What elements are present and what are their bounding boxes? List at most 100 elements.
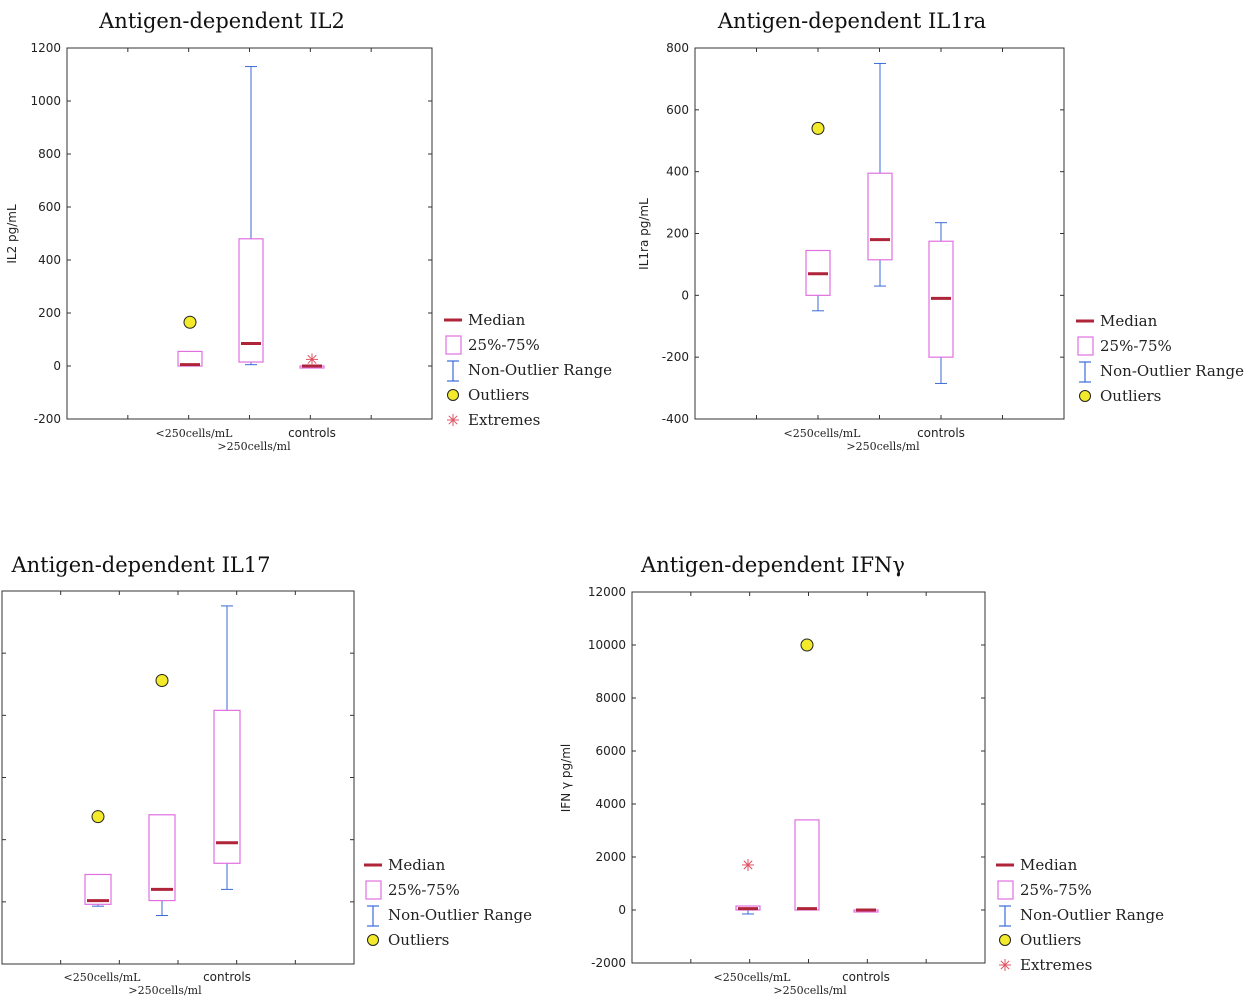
y-tick-label: 400 xyxy=(38,253,61,267)
iqr-box xyxy=(928,240,954,358)
y-tick-label: 0 xyxy=(53,359,61,373)
y-tick-label: 600 xyxy=(666,103,689,117)
box-2 xyxy=(299,353,325,369)
iqr-box xyxy=(805,249,831,296)
category-label: controls xyxy=(203,970,251,984)
outlier-point xyxy=(91,810,105,824)
chart2-legend-label: Median xyxy=(388,856,446,874)
y-tick-label: -200 xyxy=(662,350,689,364)
outlier-point xyxy=(800,638,814,652)
y-tick-label: -200 xyxy=(34,412,61,426)
plot-frame xyxy=(66,47,433,420)
y-tick-label: 1200 xyxy=(30,41,61,55)
y-tick-label: 10000 xyxy=(588,638,626,652)
chart3-legend-label: Non-Outlier Range xyxy=(1020,906,1164,924)
y-tick-label: 4000 xyxy=(595,797,626,811)
outlier-point xyxy=(811,121,825,135)
y-tick-label: 6000 xyxy=(595,744,626,758)
y-tick-label: 0 xyxy=(681,288,689,302)
category-label: <250cells/mL xyxy=(155,427,233,440)
y-tick-label: -400 xyxy=(662,412,689,426)
chart1-legend-label: Non-Outlier Range xyxy=(1100,362,1244,380)
chart-title: Antigen-dependent IFNγ xyxy=(640,553,905,577)
iqr-box xyxy=(238,238,264,363)
chart2-legend-box-swatch xyxy=(365,880,382,900)
chart0-legend-box-swatch xyxy=(445,335,462,355)
chart0-legend-label: Extremes xyxy=(468,411,540,429)
box-1 xyxy=(148,674,176,917)
outlier-point xyxy=(183,315,197,329)
iqr-box xyxy=(867,172,893,261)
box-0 xyxy=(735,858,761,915)
chart3-legend-label: Median xyxy=(1020,856,1078,874)
box-0 xyxy=(805,121,831,312)
chart-3: Antigen-dependent IFNγ 12000 10000 8000 6000… xyxy=(559,553,1164,997)
y-tick-label: -2000 xyxy=(591,956,626,970)
box-0 xyxy=(84,810,112,907)
iqr-box xyxy=(794,819,820,911)
chart-0: Antigen-dependent IL2 1200 1000 800 600 400 20… xyxy=(5,9,612,453)
plot-frame xyxy=(1,590,355,965)
chart1-legend-label: 25%-75% xyxy=(1100,337,1172,355)
iqr-box xyxy=(213,709,241,864)
extreme-point xyxy=(306,353,318,366)
chart3-legend-label: Outliers xyxy=(1020,931,1081,949)
category-label: controls xyxy=(288,426,336,440)
chart-2: Antigen-dependent IL17 <250cells/mL>250ce… xyxy=(1,553,532,997)
y-tick-label: 200 xyxy=(666,227,689,241)
y-tick-label: 400 xyxy=(666,165,689,179)
category-label: >250cells/ml xyxy=(128,984,202,997)
box-1 xyxy=(867,62,893,287)
chart1-legend-box-swatch xyxy=(1077,336,1094,356)
iqr-box xyxy=(84,873,112,905)
chart1-legend-label: Median xyxy=(1100,312,1158,330)
y-tick-label: 800 xyxy=(666,41,689,55)
y-axis-label: IL1ra pg/mL xyxy=(637,198,651,270)
category-label: controls xyxy=(842,970,890,984)
y-tick-label: 800 xyxy=(38,147,61,161)
category-label: >250cells/ml xyxy=(773,984,847,997)
chart3-legend-extreme-swatch xyxy=(999,959,1011,971)
y-tick-label: 2000 xyxy=(595,850,626,864)
chart0-legend-extreme-swatch xyxy=(447,414,459,426)
chart0-legend-label: Outliers xyxy=(468,386,529,404)
chart2-legend-label: Outliers xyxy=(388,931,449,949)
chart2-legend-outlier-swatch xyxy=(367,934,379,946)
chart3-legend-outlier-swatch xyxy=(999,934,1011,946)
chart1-legend-outlier-swatch xyxy=(1079,390,1091,402)
chart-title: Antigen-dependent IL17 xyxy=(10,553,270,577)
chart-1: Antigen-dependent IL1ra 800 600 400 200 0 -200… xyxy=(637,9,1244,453)
chart2-legend-label: Non-Outlier Range xyxy=(388,906,532,924)
chart3-legend-box-swatch xyxy=(997,880,1014,900)
chart1-legend-label: Outliers xyxy=(1100,387,1161,405)
box-2 xyxy=(928,222,954,384)
category-label: controls xyxy=(917,426,965,440)
extreme-point xyxy=(742,858,754,871)
chart-title: Antigen-dependent IL1ra xyxy=(717,9,986,33)
chart3-legend-label: Extremes xyxy=(1020,956,1092,974)
category-label: <250cells/mL xyxy=(713,971,791,984)
chart2-legend-label: 25%-75% xyxy=(388,881,460,899)
y-axis-label: IL2 pg/mL xyxy=(5,204,19,264)
chart-title: Antigen-dependent IL2 xyxy=(98,9,345,33)
box-1 xyxy=(238,66,264,366)
category-label: <250cells/mL xyxy=(63,971,141,984)
iqr-box xyxy=(148,814,176,902)
y-tick-label: 1000 xyxy=(30,94,61,108)
y-tick-label: 200 xyxy=(38,306,61,320)
y-tick-label: 12000 xyxy=(588,585,626,599)
category-label: <250cells/mL xyxy=(783,427,861,440)
y-tick-label: 0 xyxy=(618,903,626,917)
y-tick-label: 8000 xyxy=(595,691,626,705)
chart0-legend-label: Non-Outlier Range xyxy=(468,361,612,379)
chart0-legend-outlier-swatch xyxy=(447,389,459,401)
category-label: >250cells/ml xyxy=(217,440,291,453)
y-axis-label: IFN γ pg/ml xyxy=(559,744,573,812)
chart0-legend-label: 25%-75% xyxy=(468,336,540,354)
y-tick-label: 600 xyxy=(38,200,61,214)
box-0 xyxy=(177,315,203,367)
chart3-legend-label: 25%-75% xyxy=(1020,881,1092,899)
box-1 xyxy=(794,638,820,911)
chart0-legend-label: Median xyxy=(468,311,526,329)
